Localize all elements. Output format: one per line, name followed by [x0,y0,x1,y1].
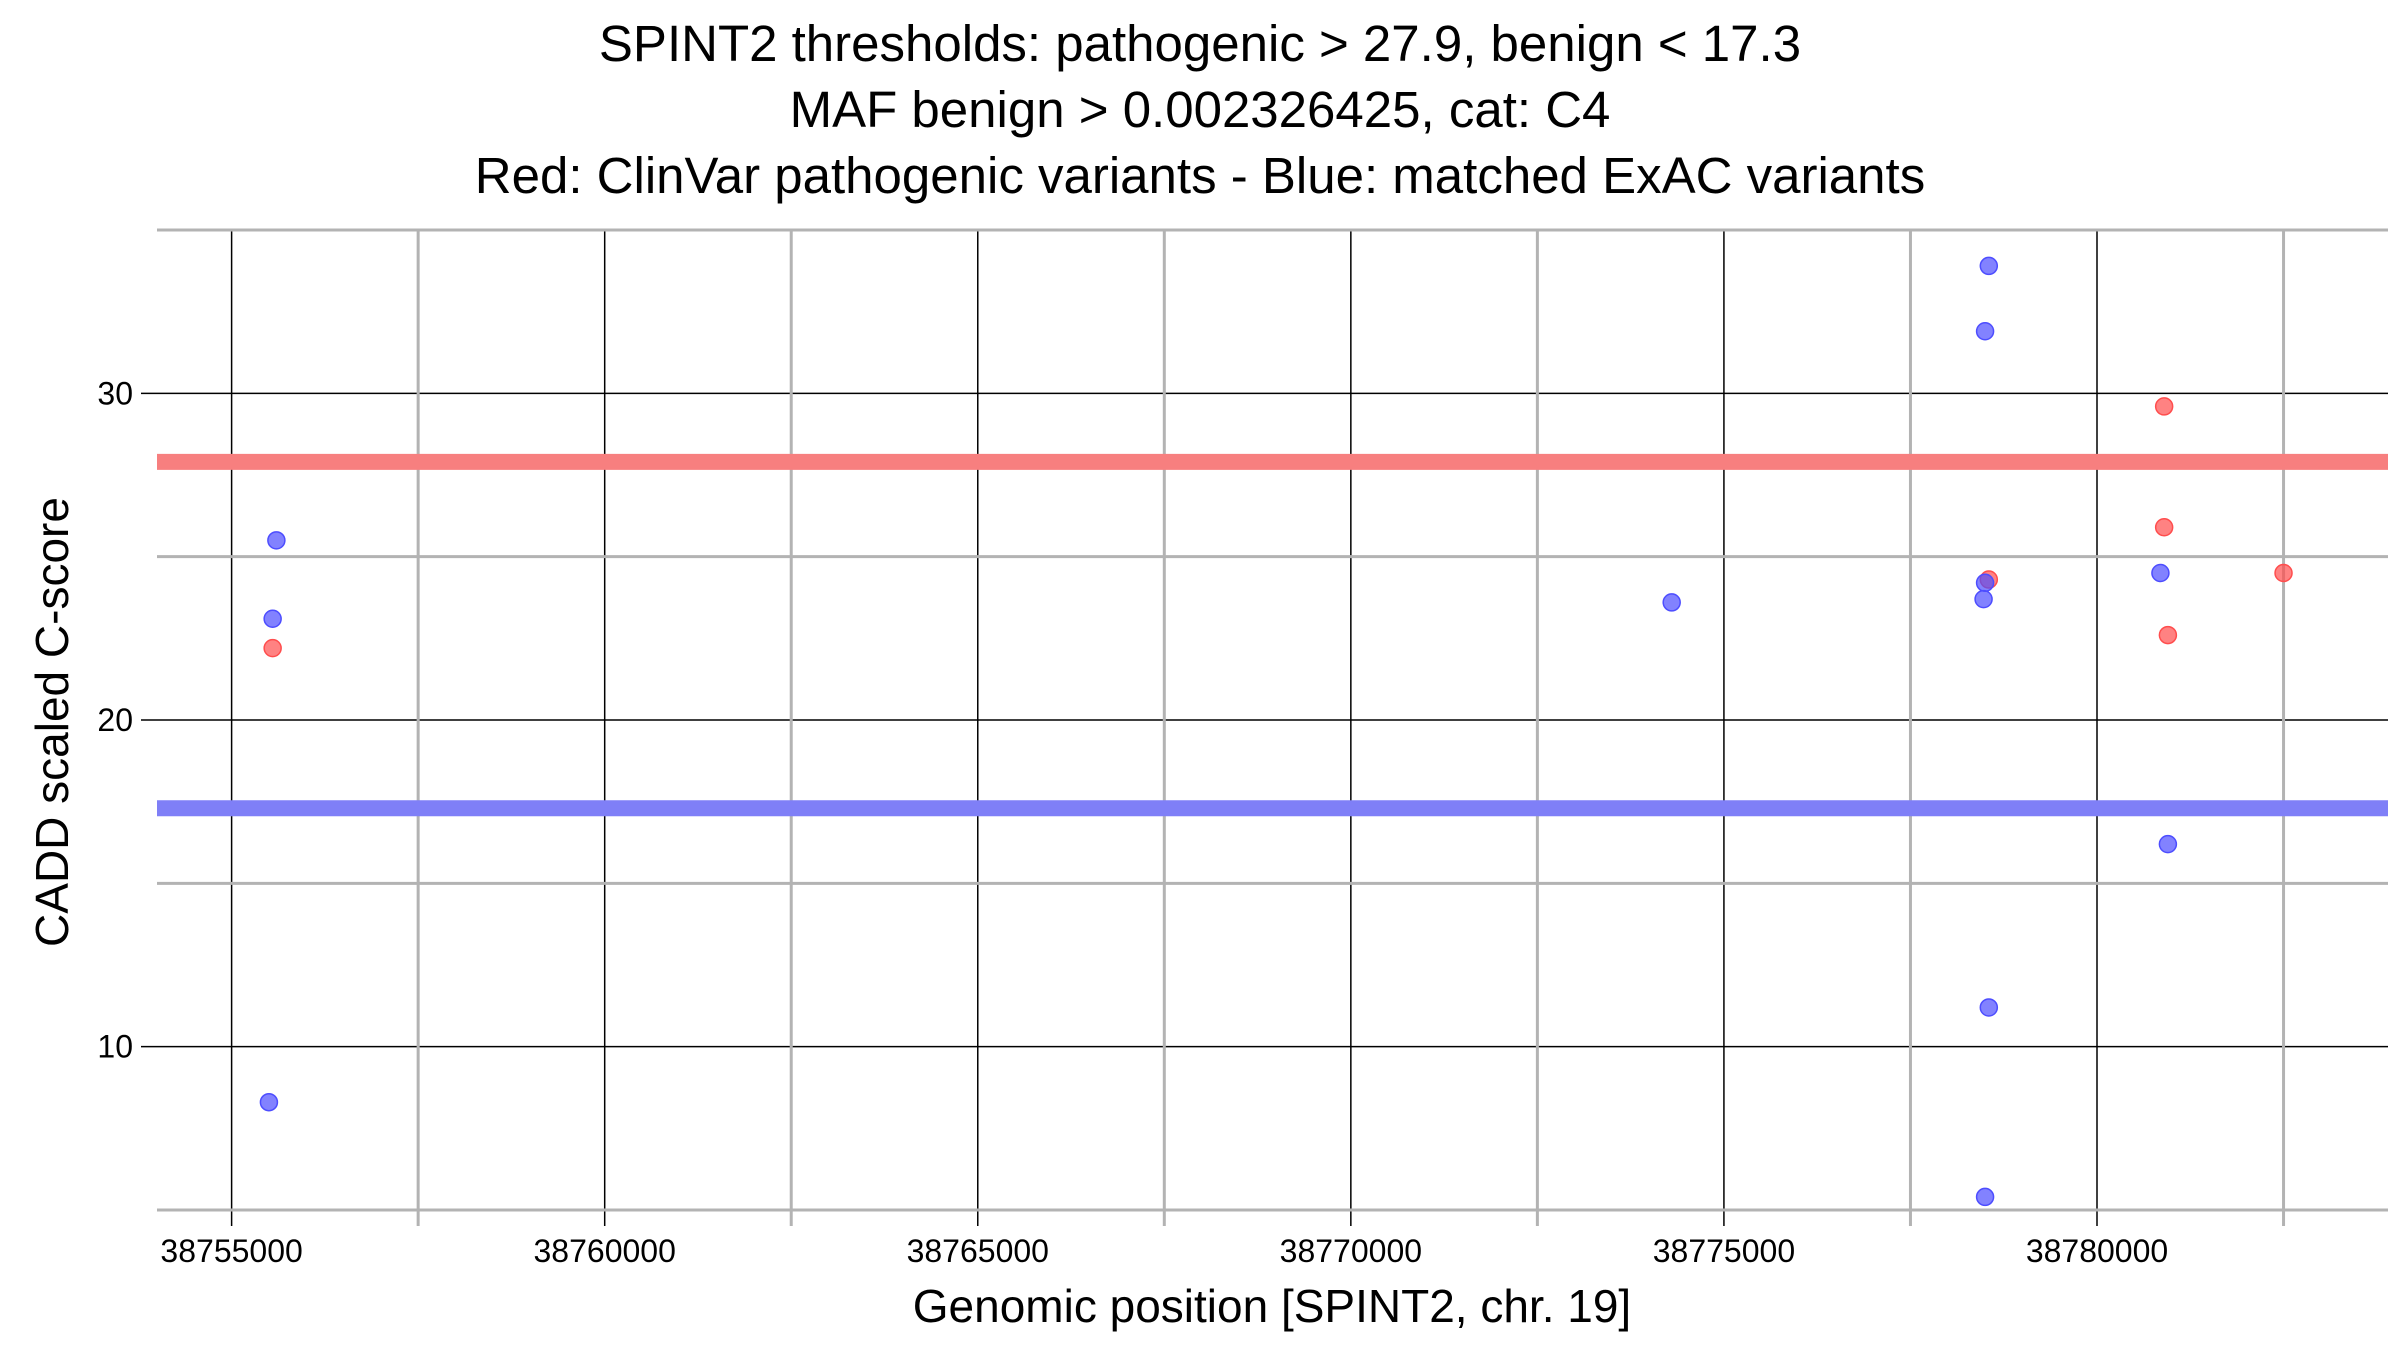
chart-title-line-2: MAF benign > 0.002326425, cat: C4 [789,81,1611,138]
chart-title-line-1: SPINT2 thresholds: pathogenic > 27.9, be… [598,15,1802,72]
y-tick-label: 30 [97,375,133,411]
data-point [1975,573,1995,593]
data-point [1974,589,1993,609]
data-point [267,531,286,550]
data-point [1979,998,1999,1017]
data-point [263,609,282,628]
x-tick-label: 38765000 [907,1233,1049,1269]
x-tick-label: 38775000 [1653,1233,1795,1269]
x-tick-label: 38780000 [2026,1233,2168,1269]
x-axis-ticks: 38755000 38760000 38765000 38770000 38775000… [160,1233,2168,1269]
data-point [2158,625,2178,645]
data-point [259,1092,279,1112]
y-tick-label: 20 [97,702,133,738]
x-tick-label: 38760000 [534,1233,676,1269]
x-tick-label: 38770000 [1280,1233,1422,1269]
major-grid [141,230,2388,1226]
data-point [1975,1187,1995,1207]
threshold-lines [157,453,2388,817]
x-axis-title: Genomic position [SPINT2, chr. 19] [913,1280,1631,1332]
minor-grid [157,228,2388,1226]
data-point [2154,397,2174,416]
data-point [1662,593,1681,612]
y-axis-ticks: 10 20 30 [97,375,133,1064]
data-point [2151,563,2170,583]
y-tick-label: 10 [97,1029,133,1065]
data-points [259,256,2293,1207]
chart-title-line-3: Red: ClinVar pathogenic variants - Blue:… [474,147,1926,204]
data-point [2158,834,2178,854]
y-axis-title: CADD scaled C-score [26,497,78,947]
data-point [1979,256,1999,276]
data-point [2274,563,2293,583]
data-point [1975,322,1995,341]
data-point [2154,518,2174,537]
data-point [263,638,282,658]
x-tick-label: 38755000 [160,1233,302,1269]
